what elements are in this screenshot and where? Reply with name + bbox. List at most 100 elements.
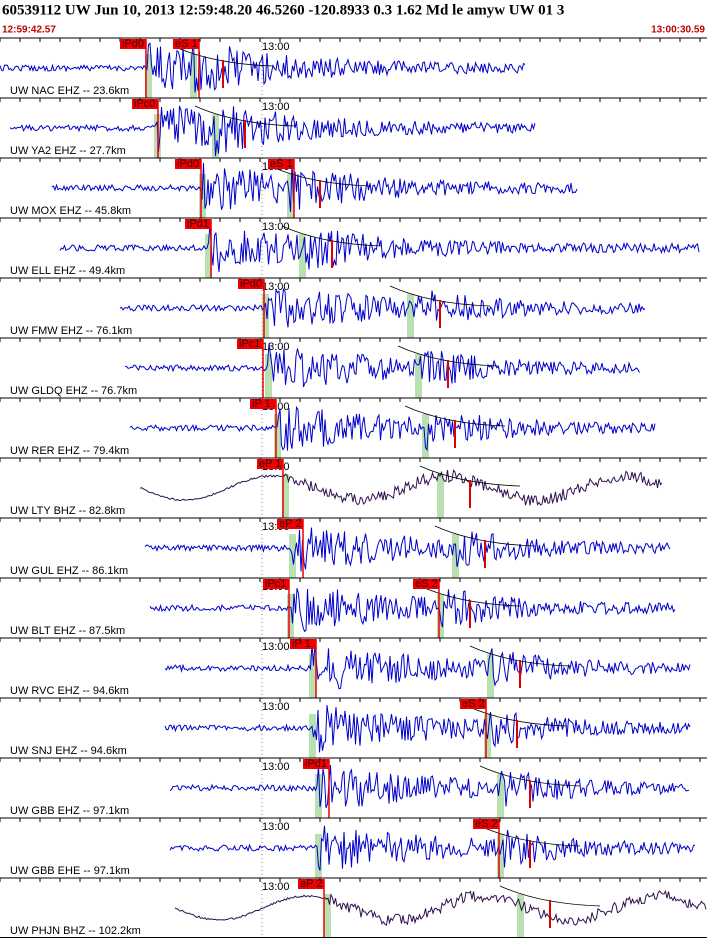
s-window — [407, 294, 414, 338]
pick-label: eS 2 — [415, 578, 438, 590]
p-window — [309, 654, 316, 698]
station-label: UW GUL EHZ -- 86.1km — [10, 565, 128, 577]
s-window — [517, 894, 524, 938]
time-label: 13:00 — [262, 221, 290, 233]
waveform — [169, 764, 690, 809]
coda-curve — [404, 405, 506, 427]
coda-curve — [281, 225, 383, 247]
s-window — [422, 414, 429, 458]
pick-label: iPd0 — [177, 158, 199, 170]
coda-curve — [499, 885, 601, 907]
waveform — [139, 469, 663, 506]
s-window — [299, 234, 306, 278]
pick-box — [303, 759, 329, 769]
pick-label: eP 2 — [300, 878, 322, 890]
time-label: 13:00 — [262, 881, 290, 893]
p-window — [315, 774, 322, 818]
station-label: UW GBB EHZ -- 97.1km — [10, 805, 129, 817]
end-time: 13:00:30.59 — [651, 25, 705, 36]
waveform — [124, 343, 640, 388]
p-window — [145, 54, 152, 98]
waveform — [174, 889, 707, 927]
time-label: 13:00 — [262, 41, 290, 53]
pick-box — [238, 279, 264, 289]
station-label: UW YA2 EHZ -- 27.7km — [10, 145, 126, 157]
s-window — [487, 654, 494, 698]
pick-box — [237, 339, 263, 349]
coda-curve — [419, 585, 521, 607]
p-window — [324, 894, 331, 938]
coda-curve — [479, 825, 581, 847]
coda-curve — [397, 345, 499, 367]
coda-curve — [172, 45, 274, 67]
station-label: UW ELL EHZ -- 49.4km — [10, 265, 125, 277]
p-window — [205, 234, 212, 278]
pick-label: iP 1 — [292, 638, 311, 650]
station-label: UW NAC EHZ -- 23.6km — [10, 85, 129, 97]
coda-curve — [419, 465, 521, 487]
pick-box — [298, 879, 324, 889]
coda-curve — [389, 285, 491, 307]
station-label: UW BLT EHZ -- 87.5km — [10, 625, 125, 637]
coda-curve — [434, 525, 536, 547]
pick-label: eP 2 — [279, 518, 301, 530]
station-label: UW LTY BHZ -- 82.8km — [10, 505, 125, 517]
p-window — [282, 474, 289, 518]
station-label: UW GLDQ EHZ -- 76.7km — [10, 385, 137, 397]
s-window — [212, 114, 219, 158]
pick-box — [263, 579, 289, 589]
time-label: 13:00 — [262, 701, 290, 713]
pick-box — [120, 39, 146, 49]
pick-box — [185, 219, 211, 229]
waveform — [144, 527, 671, 572]
waveform — [0, 39, 526, 93]
coda-curve — [479, 765, 581, 787]
s-window — [415, 354, 422, 398]
station-label: UW RVC EHZ -- 94.6km — [10, 685, 129, 697]
s-window — [497, 834, 504, 878]
station-label: UW FMW EHZ -- 76.1km — [10, 325, 132, 337]
pick-box — [268, 159, 294, 169]
pick-label: iPd1 — [305, 758, 327, 770]
pick-label: eS 1 — [270, 158, 293, 170]
pick-box — [473, 819, 499, 829]
s-window — [437, 474, 444, 518]
p-window — [262, 294, 269, 338]
time-label: 13:00 — [262, 821, 290, 833]
pick-label: eS 2 — [462, 698, 485, 710]
pick-label: iPc0 — [134, 98, 155, 110]
time-label: 13:00 — [262, 641, 290, 653]
pick-box — [175, 159, 201, 169]
station-label: UW PHJN BHZ -- 102.2km — [10, 925, 141, 937]
pick-label: iPc1 — [265, 578, 286, 590]
s-window — [190, 54, 197, 98]
waveform — [164, 643, 691, 690]
p-window — [274, 414, 281, 458]
waveform — [149, 588, 676, 633]
pick-box — [460, 699, 486, 709]
time-label: 13:00 — [262, 341, 290, 353]
pick-label: eS 2 — [475, 818, 498, 830]
station-label: UW RER EHZ -- 79.4km — [10, 445, 129, 457]
station-label: UW GBB EHE -- 97.1km — [10, 865, 130, 877]
event-header: 60539112 UW Jun 10, 2013 12:59:48.20 46.… — [2, 2, 564, 18]
pick-box — [277, 519, 303, 529]
waveform — [119, 288, 646, 328]
pick-box — [413, 579, 439, 589]
coda-curve — [469, 645, 571, 667]
waveform — [51, 162, 578, 212]
pick-label: iPd1 — [187, 218, 209, 230]
pick-label: eS 1 — [175, 38, 198, 50]
waveform — [169, 825, 696, 871]
pick-box — [257, 459, 283, 469]
p-window — [265, 354, 272, 398]
pick-box — [290, 639, 316, 649]
time-label: 13:00 — [262, 281, 290, 293]
s-window — [452, 534, 459, 578]
station-label: UW MOX EHZ -- 45.8km — [10, 205, 131, 217]
coda-curve — [269, 165, 371, 187]
waveform — [129, 405, 656, 452]
station-label: UW SNJ EHZ -- 94.6km — [10, 745, 127, 757]
